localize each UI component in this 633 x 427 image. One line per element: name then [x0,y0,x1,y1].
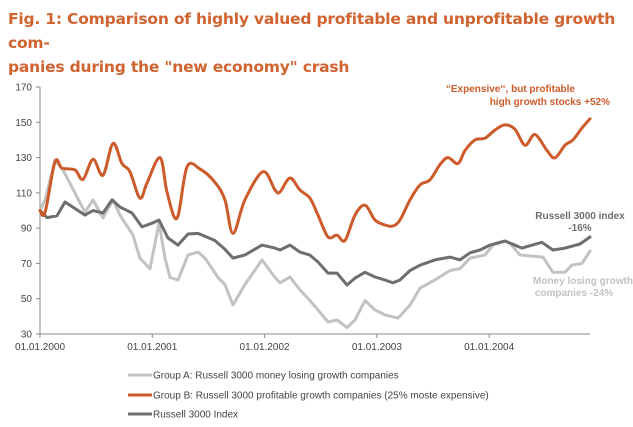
annotation-group-a: Money losing growth companies -24% [533,276,633,299]
x-tick-label: 01.01.2001 [127,342,177,353]
x-tick-label: 01.01.2000 [15,342,65,353]
x-tick-label: 01.01.2004 [464,342,514,353]
legend-item-group-a: Group A: Russell 3000 money losing growt… [128,371,399,382]
annotation-group-b: “Expensive‘‘, but profitable high growth… [446,84,610,108]
annotation-russell: Russell 3000 index -16% [535,211,625,234]
legend: Group A: Russell 3000 money losing growt… [128,371,489,421]
annotation-russell-line-2: -16% [568,223,591,234]
series-line-group-a [38,158,592,330]
legend-item-group-b: Group B: Russell 3000 profitable growth … [128,391,489,402]
legend-label-group-b: Group B: Russell 3000 profitable growth … [153,391,489,402]
y-tick-label: 170 [15,83,32,94]
figure-title-line-2: panies during the "new economy" crash [8,58,350,76]
legend-label-group-a: Group A: Russell 3000 money losing growt… [153,371,399,382]
figure-title: Fig. 1: Comparison of highly valued prof… [8,7,628,79]
x-ticks: 01.01.2000 01.01.2001 01.01.2002 01.01.2003… [15,334,515,353]
legend-item-russell: Russell 3000 Index [128,410,238,421]
x-tick-label: 01.01.2002 [240,342,290,353]
series-line-group-b [38,117,592,243]
y-tick-label: 110 [16,188,32,199]
x-tick-label: 01.01.2003 [352,342,402,353]
y-tick-label: 90 [21,224,33,235]
annotation-russell-line-1: Russell 3000 index [535,211,625,222]
y-tick-label: 130 [15,153,32,164]
y-tick-label: 50 [21,294,33,305]
annotation-group-a-line-2: companies -24% [535,288,613,299]
legend-label-russell: Russell 3000 Index [153,410,238,421]
figure-title-line-1: Fig. 1: Comparison of highly valued prof… [8,10,616,52]
y-ticks: 30 50 70 90 110 130 150 170 [15,83,40,341]
annotation-group-b-line-1: “Expensive‘‘, but profitable [446,84,576,95]
annotation-group-b-line-2: high growth stocks +52% [490,97,610,108]
series-line-russell [38,198,592,287]
y-tick-label: 150 [15,118,32,129]
y-tick-label: 70 [21,259,33,270]
series-layer [38,117,592,330]
y-tick-label: 30 [21,330,33,341]
annotation-group-a-line-1: Money losing growth [533,276,633,287]
